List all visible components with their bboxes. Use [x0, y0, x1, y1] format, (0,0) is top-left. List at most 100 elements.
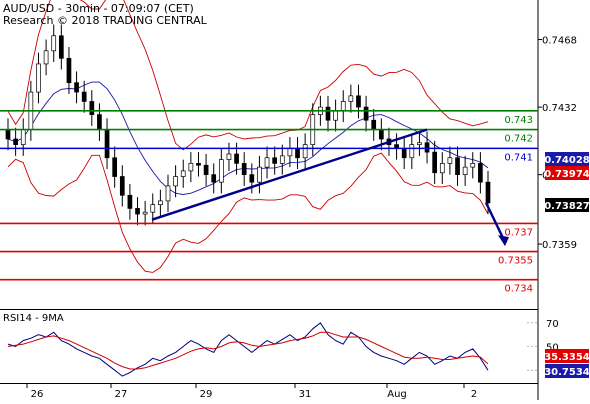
- candle-body: [180, 170, 186, 177]
- trendline-layer: [151, 128, 509, 247]
- candle-body: [13, 138, 18, 145]
- rsi-badge-label: 30.7534: [544, 367, 590, 378]
- rsi-badge: [545, 364, 589, 378]
- price-badge: [545, 198, 589, 212]
- candle-body: [127, 194, 133, 209]
- price-tick-label: 0.7359: [542, 240, 577, 251]
- candle-body: [211, 174, 217, 183]
- level-label: 0.741: [504, 152, 533, 163]
- rsi-tick-label: 70: [546, 319, 559, 330]
- price-badges: 0.74028 0.73974 0.73827 35.3354 30.7534: [544, 152, 590, 378]
- candle-body: [97, 114, 102, 130]
- moving-average: [7, 81, 489, 195]
- bollinger-lower: [7, 152, 489, 273]
- candle-body: [218, 159, 224, 183]
- candle-body: [401, 148, 407, 159]
- candle-body: [356, 95, 361, 108]
- rsi-panel: [7, 322, 489, 377]
- candle-body: [470, 163, 476, 168]
- level-label: 0.742: [504, 134, 533, 145]
- rsi-badge: [545, 349, 589, 363]
- projection-arrow: [484, 202, 506, 241]
- price-badge-label: 0.73827: [544, 201, 590, 212]
- rsi-line: [7, 322, 489, 377]
- candle-body: [104, 129, 110, 159]
- rsi-tick-label: 50: [546, 343, 559, 354]
- candle-body: [417, 142, 422, 145]
- time-tick-label: 26: [31, 389, 44, 400]
- candle-body: [66, 57, 72, 84]
- bollinger-upper: [7, 0, 489, 151]
- price-tick-label: 0.7468: [542, 36, 577, 47]
- candle-body: [173, 176, 178, 187]
- price-tick-label: 0.7432: [542, 103, 577, 114]
- price-badge-label: 0.73974: [544, 169, 590, 180]
- time-tick-label: Aug: [387, 389, 407, 400]
- level-label: 0.734: [504, 284, 533, 295]
- candle-body: [378, 129, 384, 140]
- candle-body: [439, 163, 445, 174]
- candle-body: [203, 164, 209, 175]
- candle-body: [478, 163, 483, 183]
- price-badge: [545, 152, 589, 166]
- projection-arrowhead: [498, 235, 509, 247]
- candle-body: [371, 119, 377, 130]
- candle-body: [249, 174, 255, 183]
- rsi-title: RSI14 - 9MA: [3, 313, 64, 324]
- candle-body: [485, 181, 491, 204]
- candle-body: [287, 148, 293, 157]
- candle-body: [348, 95, 354, 102]
- candle-body: [150, 204, 156, 213]
- time-tick-label: 31: [299, 389, 312, 400]
- candle-body: [158, 200, 163, 206]
- candle-body: [340, 101, 346, 112]
- candle-body: [43, 50, 49, 65]
- candle-body: [234, 153, 239, 164]
- candle-body: [241, 163, 247, 175]
- candle-body: [89, 101, 95, 115]
- candle-body: [51, 35, 57, 52]
- candle-body: [264, 157, 270, 168]
- candle-body: [58, 35, 64, 59]
- candle-body: [119, 176, 125, 196]
- candle-body: [36, 63, 41, 93]
- candle-body: [325, 106, 331, 121]
- candle-body: [333, 110, 338, 121]
- candle-body: [363, 106, 369, 121]
- candle-body: [112, 157, 118, 177]
- bollinger-bands: [7, 0, 489, 273]
- candle-body: [462, 166, 468, 175]
- level-label: 0.7355: [498, 256, 533, 267]
- candle-body: [424, 142, 430, 153]
- candle-body: [279, 155, 285, 164]
- candle-body: [81, 91, 87, 102]
- candle-body: [295, 148, 300, 159]
- rsi-badge-label: 35.3354: [544, 352, 590, 363]
- support-trendline: [151, 128, 428, 221]
- time-tick-label: 27: [115, 389, 128, 400]
- candle-body: [272, 157, 278, 164]
- candle-body: [74, 82, 79, 93]
- candle-body: [447, 157, 453, 164]
- level-label: 0.743: [504, 115, 533, 126]
- candle-body: [5, 129, 11, 140]
- candle-body: [409, 144, 415, 159]
- candle-body: [188, 163, 194, 172]
- rsi-ma-line: [7, 331, 489, 370]
- time-tick-label: 2: [471, 389, 477, 400]
- candle-body: [257, 166, 262, 183]
- candle-body: [142, 211, 148, 215]
- candle-body: [226, 153, 232, 160]
- candle-body: [432, 151, 438, 174]
- level-label: 0.737: [504, 227, 533, 238]
- candle-body: [20, 129, 26, 145]
- chart-title: AUD/USD - 30min - 07:09:07 (CET): [3, 2, 194, 15]
- candle-body: [455, 157, 460, 175]
- chart-subtitle: Research © 2018 TRADING CENTRAL: [3, 14, 208, 27]
- candle-body: [135, 208, 140, 215]
- price-badge: [545, 166, 589, 180]
- candle-body: [302, 144, 308, 159]
- time-tick-label: 29: [200, 389, 213, 400]
